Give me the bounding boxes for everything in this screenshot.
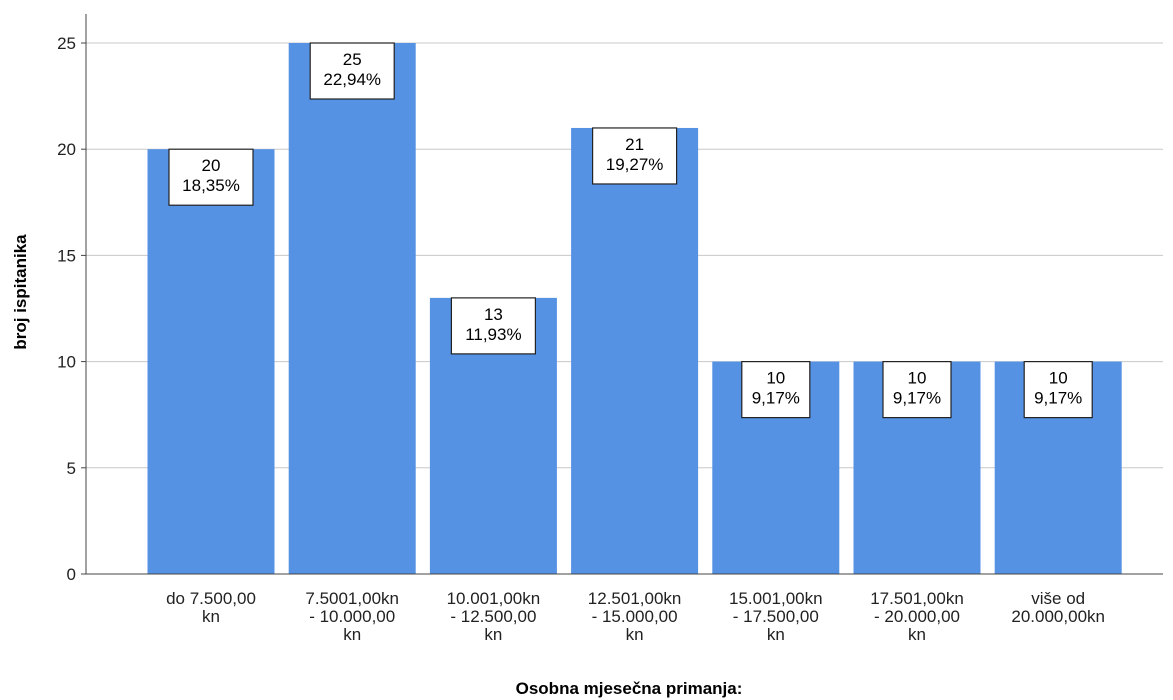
- x-category-label: kn: [767, 625, 785, 644]
- data-label-box: [168, 148, 254, 206]
- y-tick-label: 20: [57, 140, 76, 159]
- x-category-label: do 7.500,00: [166, 589, 256, 608]
- data-label-box: [591, 127, 678, 185]
- x-category-label: 17.501,00kn: [870, 589, 964, 608]
- y-tick-label: 10: [57, 353, 76, 372]
- data-label-percent: 19,27%: [606, 155, 664, 174]
- data-label: 109,17%: [882, 361, 952, 419]
- y-tick-label: 0: [67, 565, 76, 584]
- data-label-percent: 22,94%: [323, 70, 381, 89]
- bar: [288, 43, 416, 574]
- x-category-label: kn: [626, 625, 644, 644]
- data-label: 109,17%: [1023, 361, 1093, 419]
- x-category-label: kn: [202, 607, 220, 626]
- data-label-count: 21: [625, 135, 644, 154]
- y-axis-title: broj ispitanika: [11, 234, 30, 350]
- data-label-count: 25: [343, 50, 362, 69]
- x-category-label: - 15.000,00: [592, 607, 678, 626]
- data-label-count: 20: [202, 156, 221, 175]
- data-label-percent: 9,17%: [893, 389, 941, 408]
- data-label-percent: 11,93%: [465, 325, 521, 344]
- x-category-label: kn: [343, 625, 361, 644]
- axes: [85, 14, 1163, 575]
- x-category-label: kn: [484, 625, 502, 644]
- data-label-percent: 9,17%: [752, 389, 800, 408]
- data-label-box: [741, 361, 811, 419]
- data-label-percent: 18,35%: [182, 176, 240, 195]
- data-label-box: [882, 361, 952, 419]
- data-label-box: [309, 42, 395, 100]
- x-category-label: 15.001,00kn: [729, 589, 823, 608]
- x-category-label: 20.000,00kn: [1011, 607, 1105, 626]
- y-tick-label: 15: [57, 246, 76, 265]
- data-label-count: 10: [1049, 369, 1068, 388]
- data-label-box: [1023, 361, 1093, 419]
- x-axis-title: Osobna mjesečna primanja:: [516, 679, 743, 698]
- data-label-count: 10: [766, 369, 785, 388]
- data-label: 109,17%: [741, 361, 811, 419]
- bars: [147, 43, 1122, 575]
- data-label-count: 13: [484, 305, 503, 324]
- x-category-label: - 10.000,00: [309, 607, 395, 626]
- y-tick-label: 5: [67, 459, 76, 478]
- x-category-label: više od: [1031, 589, 1085, 608]
- y-tick-labels: 0 5 10 15 20 25: [57, 34, 86, 584]
- x-category-label: 12.501,00kn: [588, 589, 682, 608]
- data-label-box: [450, 297, 536, 355]
- x-category-label: 10.001,00kn: [447, 589, 541, 608]
- y-tick-label: 25: [57, 34, 76, 53]
- bar: [147, 149, 275, 574]
- bar: [571, 127, 699, 575]
- data-labels: 2018,35%2522,94%1311,93%2119,27%109,17%1…: [168, 42, 1093, 419]
- data-label-percent: 9,17%: [1034, 389, 1082, 408]
- x-category-label: - 12.500,00: [450, 607, 536, 626]
- x-category-label: kn: [908, 625, 926, 644]
- data-label-count: 10: [908, 369, 927, 388]
- x-category-label: 7.5001,00kn: [305, 589, 399, 608]
- x-category-label: - 20.000,00: [874, 607, 960, 626]
- x-category-label: - 17.500,00: [733, 607, 819, 626]
